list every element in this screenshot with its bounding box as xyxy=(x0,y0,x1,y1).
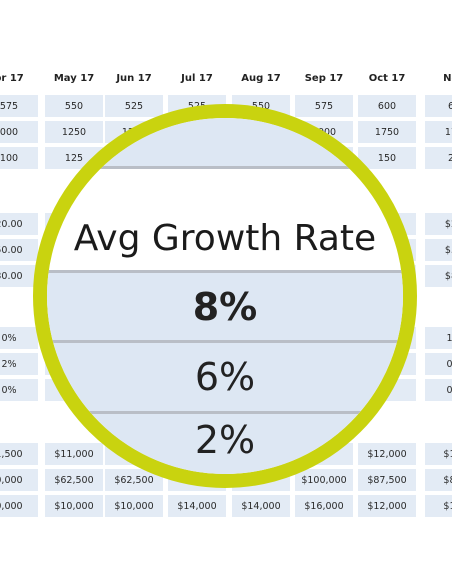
month-header: Oct 17 xyxy=(368,72,406,84)
month-header: Nov xyxy=(443,72,452,84)
table-cell: 575 xyxy=(0,95,38,117)
table-cell: 0% xyxy=(425,353,452,375)
table-cell: 600 xyxy=(358,95,416,117)
table-cell: 000 xyxy=(0,121,38,143)
table-cell: 175 xyxy=(425,121,452,143)
table-cell: $62,500 xyxy=(45,469,103,491)
magnifier-top-band xyxy=(47,118,403,166)
magnifier-lens: Avg Growth Rate 8% 6% 2% xyxy=(33,104,417,488)
table-cell: 1% xyxy=(425,327,452,349)
table-cell: $14,000 xyxy=(168,495,226,517)
table-cell: $12, xyxy=(425,495,452,517)
growth-rate-value-2: 6% xyxy=(47,343,403,411)
table-cell: $10,000 xyxy=(45,495,103,517)
table-cell: $16,000 xyxy=(295,495,353,517)
table-cell: $10,000 xyxy=(105,495,163,517)
growth-rate-value-3: 2% xyxy=(47,414,403,474)
growth-rate-value-1: 8% xyxy=(47,273,403,340)
month-header: Jun 17 xyxy=(116,72,152,84)
table-cell: 525 xyxy=(105,95,163,117)
table-cell: 575 xyxy=(295,95,353,117)
table-cell: 0% xyxy=(0,327,38,349)
month-header: May 17 xyxy=(53,72,95,84)
table-cell: $12,000 xyxy=(358,495,416,517)
month-header: Jul 17 xyxy=(181,72,213,84)
table-cell: $100,000 xyxy=(295,469,353,491)
table-cell: 30.00 xyxy=(0,265,38,287)
table-cell: 0,000 xyxy=(0,469,38,491)
table-cell: $62,500 xyxy=(105,469,163,491)
table-cell: 0,000 xyxy=(0,495,38,517)
table-cell: 62 xyxy=(425,95,452,117)
table-cell: $12, xyxy=(425,443,452,465)
table-cell: $87,500 xyxy=(358,469,416,491)
magnifier-divider xyxy=(47,270,403,273)
table-cell: 550 xyxy=(45,95,103,117)
table-cell: $20 xyxy=(425,213,452,235)
month-header: Sep 17 xyxy=(304,72,344,84)
magnifier-divider xyxy=(47,340,403,343)
table-cell: 25 xyxy=(425,147,452,169)
month-header: pr 17 xyxy=(0,72,24,84)
table-cell: $50 xyxy=(425,239,452,261)
table-cell: 0% xyxy=(0,379,38,401)
table-cell: $87, xyxy=(425,469,452,491)
table-cell: 1,500 xyxy=(0,443,38,465)
table-cell: 100 xyxy=(0,147,38,169)
avg-growth-rate-heading: Avg Growth Rate xyxy=(73,218,377,259)
table-cell: 2% xyxy=(0,353,38,375)
table-cell: 0% xyxy=(425,379,452,401)
table-cell: $14,000 xyxy=(232,495,290,517)
month-header: Aug 17 xyxy=(241,72,281,84)
magnifier-divider xyxy=(47,411,403,414)
table-cell: 50.00 xyxy=(0,239,38,261)
table-cell: $80 xyxy=(425,265,452,287)
magnifier-divider xyxy=(47,166,403,169)
table-cell: 20.00 xyxy=(0,213,38,235)
